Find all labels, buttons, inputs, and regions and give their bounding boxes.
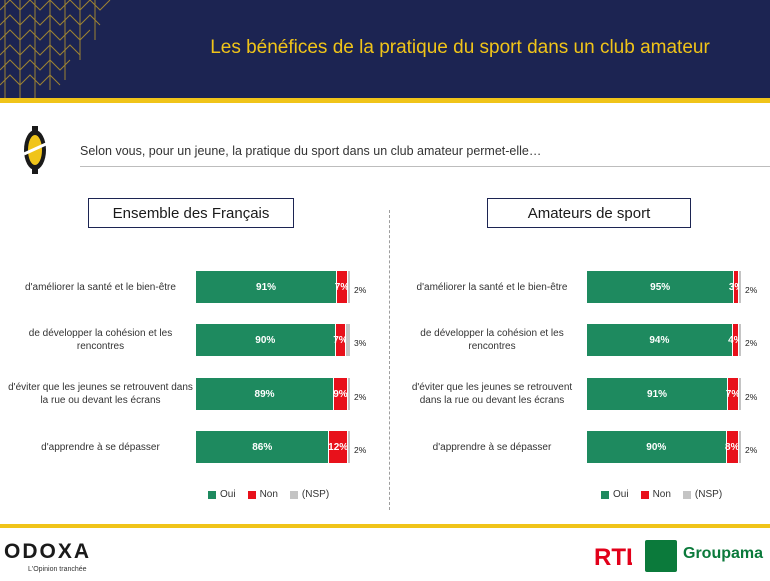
page-title: Les bénéfices de la pratique du sport da… bbox=[210, 37, 710, 58]
legend-swatch bbox=[289, 490, 298, 499]
category-label: de développer la cohésion et les rencont… bbox=[420, 328, 564, 352]
question-underline bbox=[80, 166, 770, 167]
survey-question: Selon vous, pour un jeune, la pratique d… bbox=[80, 144, 542, 158]
bar-segment-oui: 95% bbox=[587, 271, 734, 303]
chart-title-amateurs: Amateurs de sport bbox=[487, 198, 691, 228]
footer-line bbox=[0, 524, 770, 528]
bar-segment-nsp bbox=[737, 431, 741, 463]
bar-segment-non: 4% bbox=[728, 324, 743, 356]
data-label-nsp: 2% bbox=[745, 285, 758, 295]
legend-right: Oui Non (NSP) bbox=[601, 489, 734, 500]
bar-segment-nsp bbox=[346, 378, 350, 410]
decorative-pattern-icon bbox=[0, 0, 111, 98]
data-label-nsp: 2% bbox=[745, 338, 758, 348]
bar-segment-non: 12% bbox=[328, 431, 348, 463]
bar-segment-non: 7% bbox=[726, 378, 740, 410]
rtl-logo: RTL bbox=[594, 544, 632, 570]
bar-segment-oui: 90% bbox=[587, 431, 726, 463]
bar-segment-oui: 90% bbox=[196, 324, 335, 356]
category-label: d'apprendre à se dépasser bbox=[432, 441, 552, 453]
odoxa-logo: ODOXA bbox=[4, 540, 92, 563]
legend-item-oui: Oui bbox=[601, 489, 629, 500]
bar-segment-oui: 91% bbox=[587, 378, 728, 410]
legend-item-nsp: (NSP) bbox=[682, 489, 722, 500]
bar-segment-non: 7% bbox=[335, 271, 349, 303]
header-banner: Les bénéfices de la pratique du sport da… bbox=[0, 0, 770, 98]
odoxa-coin-icon bbox=[23, 126, 47, 174]
data-label-nsp: 2% bbox=[354, 445, 367, 455]
legend-swatch bbox=[247, 490, 256, 499]
bar-segment-nsp bbox=[345, 324, 350, 356]
header-underline bbox=[0, 98, 770, 103]
legend-item-non: Non bbox=[640, 489, 671, 500]
bar-segment-oui: 94% bbox=[587, 324, 732, 356]
legend-item-nsp: (NSP) bbox=[289, 489, 329, 500]
data-label-nsp: 2% bbox=[745, 392, 758, 402]
legend-swatch bbox=[682, 490, 691, 499]
legend-item-non: Non bbox=[247, 489, 278, 500]
legend-swatch bbox=[601, 490, 609, 499]
legend-left: Oui Non (NSP) bbox=[208, 489, 341, 500]
bar-segment-nsp bbox=[737, 378, 741, 410]
bar-segment-non: 9% bbox=[333, 378, 348, 410]
bar-segment-oui: 89% bbox=[196, 378, 334, 410]
chart-divider bbox=[389, 210, 390, 510]
bar-segment-oui: 91% bbox=[196, 271, 337, 303]
legend-item-oui: Oui bbox=[208, 489, 236, 500]
bar-segment-oui: 86% bbox=[196, 431, 329, 463]
data-label-nsp: 2% bbox=[354, 285, 367, 295]
groupama-icon bbox=[645, 540, 677, 572]
bar-segment-non: 3% bbox=[729, 271, 743, 303]
bar-segment-nsp bbox=[346, 271, 350, 303]
odoxa-tagline: L'Opinion tranchée bbox=[28, 566, 87, 573]
category-label: d'éviter que les jeunes se retrouvent da… bbox=[411, 382, 573, 406]
category-label: d'apprendre à se dépasser bbox=[41, 441, 160, 453]
bar-segment-nsp bbox=[737, 271, 741, 303]
category-label: d'améliorer la santé et le bien-être bbox=[25, 281, 176, 293]
svg-text:RTL: RTL bbox=[594, 544, 632, 570]
bar-segment-nsp bbox=[737, 324, 741, 356]
chart-title-ensemble: Ensemble des Français bbox=[88, 198, 294, 228]
legend-swatch bbox=[640, 490, 649, 499]
data-label-nsp: 2% bbox=[354, 392, 367, 402]
category-label: de développer la cohésion et les rencont… bbox=[28, 328, 173, 352]
bar-segment-nsp bbox=[346, 431, 350, 463]
category-label: d'améliorer la santé et le bien-être bbox=[416, 281, 568, 293]
category-label: d'éviter que les jeunes se retrouvent da… bbox=[8, 382, 193, 406]
bar-segment-non: 7% bbox=[333, 324, 348, 356]
data-label-nsp: 3% bbox=[354, 338, 367, 348]
groupama-logo: Groupama bbox=[683, 545, 764, 562]
bar-segment-non: 8% bbox=[725, 431, 739, 463]
legend-swatch bbox=[208, 490, 216, 499]
data-label-nsp: 2% bbox=[745, 445, 758, 455]
